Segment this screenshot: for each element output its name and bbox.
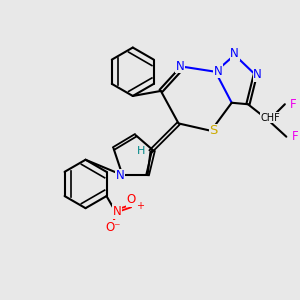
Text: N: N (176, 60, 184, 73)
Text: N: N (116, 169, 124, 182)
Text: N: N (112, 205, 121, 218)
Text: O: O (126, 193, 135, 206)
Text: F: F (292, 130, 298, 143)
Text: O⁻: O⁻ (105, 221, 121, 234)
Text: N: N (214, 65, 223, 78)
Text: N: N (253, 68, 262, 81)
Text: S: S (209, 124, 218, 137)
Text: +: + (136, 201, 144, 211)
Text: F: F (290, 98, 297, 111)
Text: H: H (137, 146, 145, 157)
Text: CHF: CHF (260, 112, 280, 122)
Text: N: N (230, 47, 239, 60)
